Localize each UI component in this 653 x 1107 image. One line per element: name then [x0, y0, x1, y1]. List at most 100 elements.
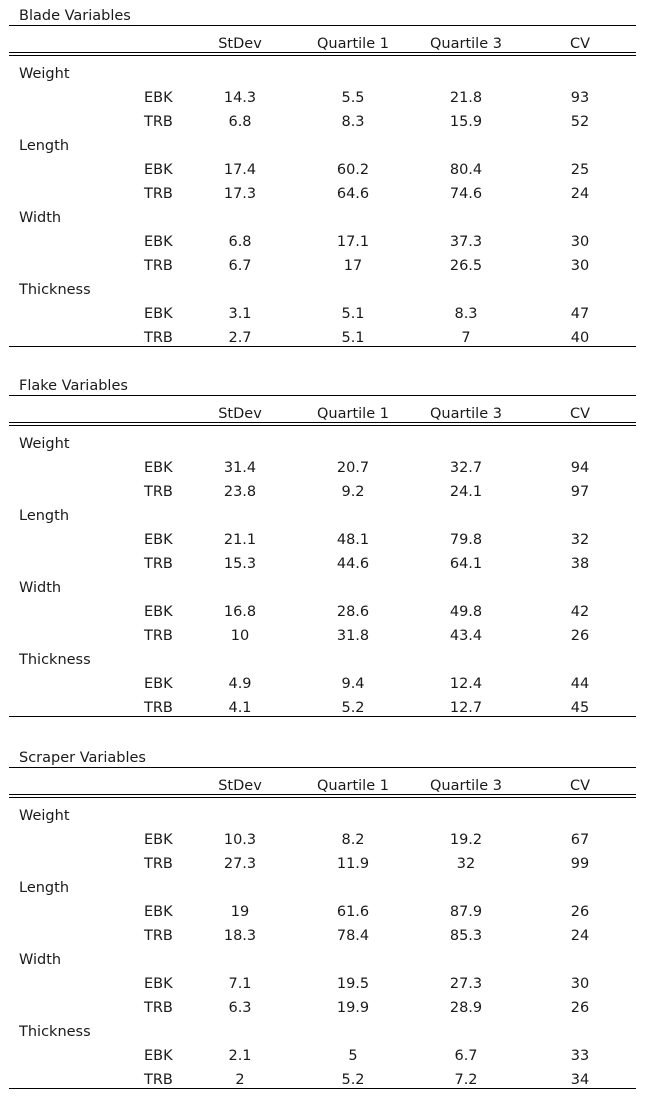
table-cell: 27.3	[223, 856, 257, 872]
group-label: EBK	[144, 832, 173, 848]
table-rule	[9, 55, 636, 56]
table-cell: 23.8	[223, 484, 257, 500]
table-cell: 8.3	[341, 114, 365, 130]
table-cell: 40	[570, 330, 590, 346]
group-label: EBK	[144, 1048, 173, 1064]
table-cell: 7	[461, 330, 471, 346]
group-label: TRB	[144, 928, 173, 944]
variable-label: Length	[19, 508, 70, 524]
table-rule	[9, 52, 636, 53]
table-cell: 26.5	[449, 258, 483, 274]
variable-label: Thickness	[19, 282, 91, 298]
table-cell: 21.8	[449, 90, 483, 106]
table-cell: 17.3	[223, 186, 257, 202]
table-cell: 10.3	[223, 832, 257, 848]
table-cell: 3.1	[228, 306, 252, 322]
table-cell: 2.7	[228, 330, 252, 346]
group-label: EBK	[144, 234, 173, 250]
table-cell: 6.7	[454, 1048, 478, 1064]
table-cell: 5.2	[341, 1072, 365, 1088]
table-cell: 5.1	[341, 330, 365, 346]
table-rule	[9, 797, 636, 798]
table-cell: 32	[456, 856, 476, 872]
table-cell: 93	[570, 90, 590, 106]
group-label: TRB	[144, 330, 173, 346]
table-cell: 11.9	[336, 856, 370, 872]
table-cell: 16.8	[223, 604, 257, 620]
table-cell: 44.6	[336, 556, 370, 572]
table-rule	[9, 346, 636, 347]
variable-label: Length	[19, 880, 70, 896]
table-rule	[9, 25, 636, 26]
table-cell: 12.4	[449, 676, 483, 692]
table-cell: 19.9	[336, 1000, 370, 1016]
variable-label: Weight	[19, 66, 70, 82]
table-cell: 4.9	[228, 676, 252, 692]
table-cell: 34	[570, 1072, 590, 1088]
variable-label: Weight	[19, 808, 70, 824]
table-cell: 20.7	[336, 460, 370, 476]
table-cell: 2.1	[228, 1048, 252, 1064]
table-cell: 17	[343, 258, 363, 274]
table-cell: 26	[570, 904, 590, 920]
table-cell: 26	[570, 628, 590, 644]
table-cell: 6.8	[228, 114, 252, 130]
table-cell: 7.1	[228, 976, 252, 992]
group-label: TRB	[144, 1072, 173, 1088]
table-cell: 19.5	[336, 976, 370, 992]
table-cell: 19	[230, 904, 250, 920]
table-cell: 45	[570, 700, 590, 716]
column-header: CV	[569, 36, 591, 52]
table-cell: 5.1	[341, 306, 365, 322]
variable-label: Width	[19, 580, 62, 596]
group-label: TRB	[144, 258, 173, 274]
table-cell: 17.1	[336, 234, 370, 250]
table-cell: 26	[570, 1000, 590, 1016]
table-section: Blade Variables StDev Quartile 1 Quartile 3…	[0, 8, 653, 358]
table-cell: 6.7	[228, 258, 252, 274]
table-cell: 49.8	[449, 604, 483, 620]
table-cell: 64.6	[336, 186, 370, 202]
column-header: Quartile 3	[430, 36, 502, 52]
group-label: EBK	[144, 90, 173, 106]
group-label: EBK	[144, 532, 173, 548]
variable-label: Length	[19, 138, 70, 154]
table-cell: 47	[570, 306, 590, 322]
table-cell: 18.3	[223, 928, 257, 944]
table-cell: 8.2	[341, 832, 365, 848]
table-cell: 30	[570, 976, 590, 992]
group-label: TRB	[144, 1000, 173, 1016]
table-cell: 21.1	[223, 532, 257, 548]
table-cell: 14.3	[223, 90, 257, 106]
column-header: Quartile 1	[317, 406, 389, 422]
table-cell: 38	[570, 556, 590, 572]
table-cell: 85.3	[449, 928, 483, 944]
group-label: EBK	[144, 604, 173, 620]
table-cell: 99	[570, 856, 590, 872]
column-header: Quartile 3	[430, 778, 502, 794]
table-cell: 9.2	[341, 484, 365, 500]
variable-label: Weight	[19, 436, 70, 452]
group-label: EBK	[144, 460, 173, 476]
table-cell: 24.1	[449, 484, 483, 500]
table-cell: 31.8	[336, 628, 370, 644]
table-cell: 17.4	[223, 162, 257, 178]
table-rule	[9, 1088, 636, 1089]
table-cell: 28.9	[449, 1000, 483, 1016]
table-rule	[9, 395, 636, 396]
section-title: Scraper Variables	[19, 750, 146, 766]
table-cell: 2	[235, 1072, 245, 1088]
table-cell: 15.9	[449, 114, 483, 130]
table-cell: 79.8	[449, 532, 483, 548]
table-cell: 64.1	[449, 556, 483, 572]
table-cell: 48.1	[336, 532, 370, 548]
table-cell: 10	[230, 628, 250, 644]
variable-label: Width	[19, 952, 62, 968]
table-cell: 33	[570, 1048, 590, 1064]
group-label: TRB	[144, 628, 173, 644]
table-cell: 43.4	[449, 628, 483, 644]
table-cell: 37.3	[449, 234, 483, 250]
table-cell: 78.4	[336, 928, 370, 944]
table-cell: 19.2	[449, 832, 483, 848]
